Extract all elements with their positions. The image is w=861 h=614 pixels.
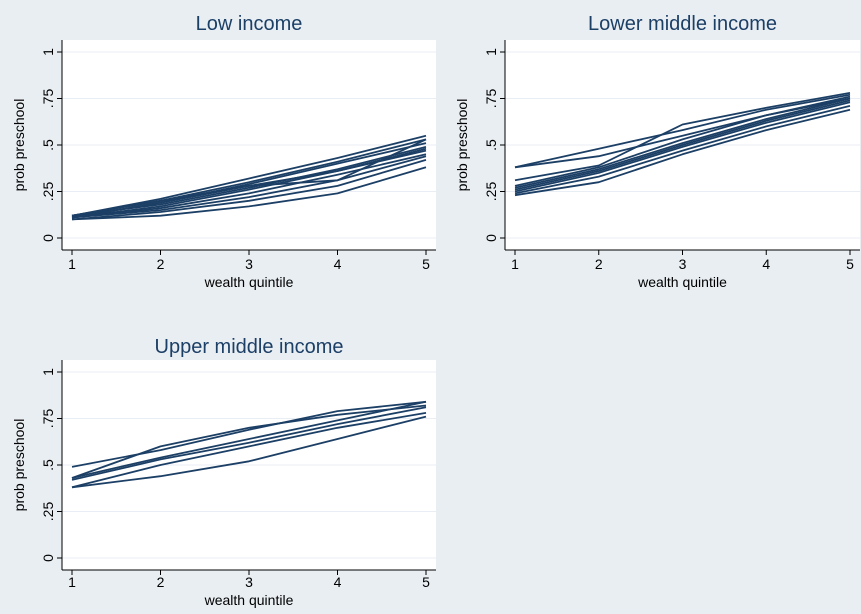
y-tick-label: .25 (483, 182, 499, 202)
y-axis-title: prob preschool (11, 419, 27, 512)
x-axis-title: wealth quintile (637, 274, 727, 290)
series-line-8 (514, 105, 851, 195)
series-line-6 (71, 153, 427, 219)
y-tick-label: .5 (483, 139, 499, 151)
y-tick-label: .75 (483, 89, 499, 109)
series-line-11 (71, 138, 427, 219)
y-axis-title: prob preschool (454, 99, 470, 192)
panel-title: Low income (196, 13, 303, 35)
y-tick-label: 1 (40, 368, 56, 376)
chart-panel-3: 0 .25 .5 .75 1 1 2 3 4 5 Upper middle income wealth… (11, 336, 436, 608)
panel-title: Lower middle income (588, 13, 777, 35)
x-tick-label: 4 (334, 256, 342, 272)
series-line-3 (71, 400, 427, 479)
x-tick-label: 5 (422, 256, 430, 272)
series-line-4 (514, 95, 851, 187)
series-line-7 (514, 101, 851, 193)
y-tick-label: .25 (40, 502, 56, 522)
y-axis-title: prob preschool (11, 99, 27, 192)
x-tick-label: 4 (334, 574, 342, 590)
x-tick-label: 2 (595, 256, 603, 272)
x-tick-label: 3 (245, 256, 253, 272)
y-tick-label: .25 (40, 182, 56, 202)
series-line-1 (514, 93, 851, 169)
series-line-1 (71, 134, 427, 217)
series-line-3 (514, 92, 851, 182)
y-tick-label: 0 (40, 554, 56, 562)
x-tick-label: 1 (68, 574, 76, 590)
chart-panel-1: 0 .25 .5 .75 1 1 2 3 4 5 Low income wealth quintile… (11, 13, 436, 290)
chart-panel-2: 0 .25 .5 .75 1 1 2 3 4 5 Lower middle income wealth… (454, 13, 860, 290)
x-axis-title: wealth quintile (204, 274, 294, 290)
series-line-9 (514, 108, 851, 197)
x-tick-label: 5 (422, 574, 430, 590)
x-tick-label: 2 (157, 256, 165, 272)
y-tick-label: 1 (40, 48, 56, 56)
series-line-5 (514, 97, 851, 189)
x-tick-label: 1 (68, 256, 76, 272)
y-tick-label: .75 (40, 89, 56, 109)
x-tick-label: 1 (511, 256, 519, 272)
x-tick-label: 3 (245, 574, 253, 590)
y-tick-label: .75 (40, 409, 56, 429)
series-line-7 (71, 155, 427, 219)
x-tick-label: 2 (157, 574, 165, 590)
x-axis-title: wealth quintile (204, 592, 294, 608)
y-tick-label: 0 (40, 234, 56, 242)
y-tick-label: .5 (40, 459, 56, 471)
series-line-4 (71, 406, 427, 481)
series-line-9 (71, 166, 427, 221)
x-tick-label: 3 (679, 256, 687, 272)
y-tick-label: .5 (40, 139, 56, 151)
panel-title: Upper middle income (155, 336, 344, 358)
series-line-1 (71, 400, 427, 468)
series-line-8 (71, 159, 427, 221)
series-line-6 (71, 415, 427, 489)
x-tick-label: 4 (762, 256, 770, 272)
x-tick-label: 5 (846, 256, 854, 272)
series-line-2 (71, 404, 427, 479)
y-tick-label: 0 (483, 234, 499, 242)
series-line-5 (71, 412, 427, 489)
series-line-6 (514, 99, 851, 191)
y-tick-label: 1 (483, 48, 499, 56)
